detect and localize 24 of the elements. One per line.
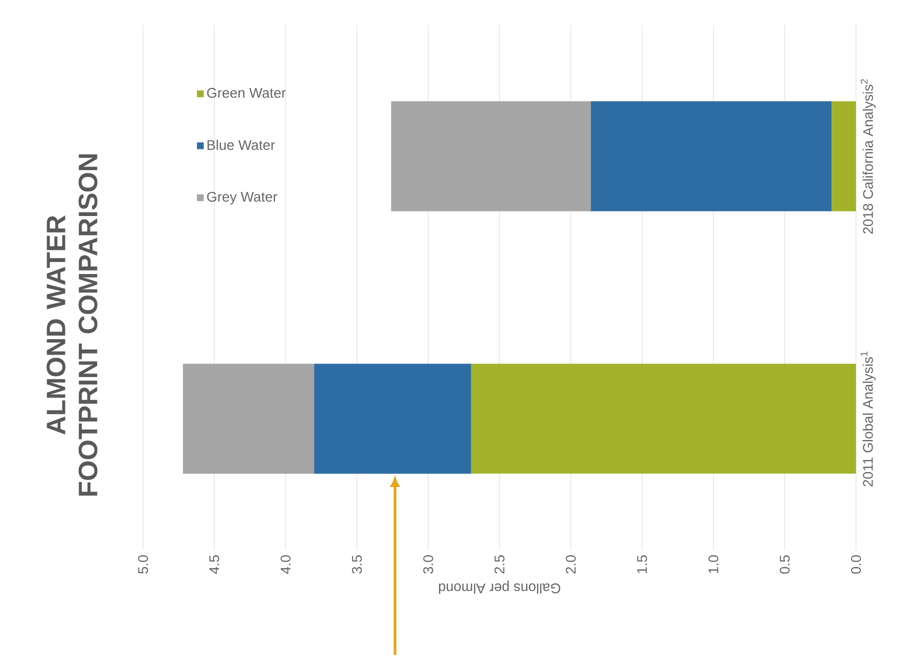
bar: [470, 364, 856, 474]
bar: [314, 364, 471, 474]
x-tick-label: 0.0: [851, 555, 861, 574]
x-tick-label: 3.5: [352, 555, 362, 574]
legend-label: Green Water: [207, 88, 286, 98]
x-tick-label: 1.5: [637, 555, 647, 574]
x-tick-label: 4.5: [209, 555, 220, 574]
bar: [832, 101, 856, 212]
legend-label: Blue Water: [208, 140, 275, 150]
x-tick-label: 1.0: [708, 555, 718, 574]
bar: [391, 101, 591, 212]
y-tick-label: 2011 Global Analysis$^{1}$: [860, 352, 876, 486]
x-tick-label: 2.5: [494, 555, 504, 574]
bar: [182, 364, 314, 474]
x-tick-label: 4.0: [280, 555, 291, 574]
x-axis-title: Gallons per Almond: [438, 580, 560, 594]
x-tick-label: 2.0: [566, 555, 576, 574]
x-tick-label: 5.0: [138, 555, 148, 574]
legend-label: Grey Water: [207, 192, 278, 205]
x-tick-label: 0.5: [780, 555, 790, 574]
x-tick-label: 3.0: [423, 555, 434, 574]
text: ALMOND WATER FOOTPRINT COMPARISON: [46, 154, 98, 496]
bar: [590, 101, 832, 212]
y-tick-label: 2018 California Analysis$^{2}$: [860, 79, 876, 234]
